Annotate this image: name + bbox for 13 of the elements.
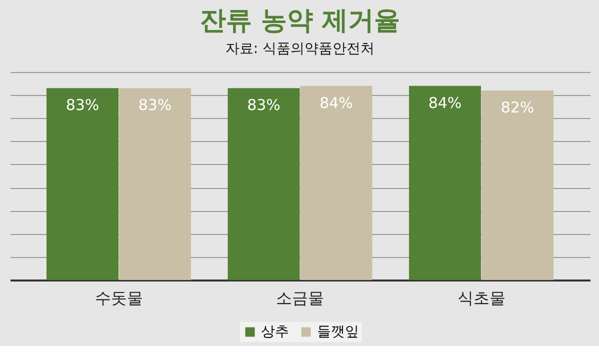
data-label: 83% [138,96,172,114]
legend-label: 들깻잎 [317,324,359,340]
chart-subtitle: 자료: 식품의약품안전처 [225,41,375,57]
data-label: 84% [320,94,353,112]
x-tick-label: 소금물 [276,288,324,308]
chart-title: 잔류 농약 제거율 [200,6,400,36]
data-label: 82% [500,98,534,116]
x-tick-label: 수돗물 [94,288,143,308]
data-label: 84% [428,94,462,112]
data-label: 83% [66,96,100,114]
x-tick-label: 식초물 [457,288,506,308]
legend-label: 상추 [261,324,289,340]
data-label: 83% [247,96,280,114]
